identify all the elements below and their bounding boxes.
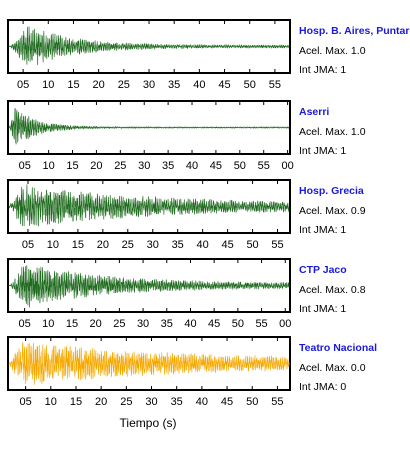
waveform-trace [8,26,290,65]
x-tick-label: 35 [161,318,173,330]
x-tick-label: 30 [147,239,159,251]
x-tick-label: 25 [114,160,126,172]
x-tick-label: 55 [258,160,270,172]
x-tick-label: 15 [70,396,82,408]
waveform-trace [8,265,290,308]
x-tick-label: 40 [197,239,209,251]
x-tick-label: 00 [279,318,291,330]
jma-intensity-label: Int JMA: 1 [299,303,346,315]
x-tick-label: 15 [66,160,78,172]
jma-intensity-label: Int JMA: 0 [299,381,346,393]
x-tick-label: 10 [45,396,57,408]
accel-max-label: Acel. Max. 0.0 [299,362,366,374]
x-tick-label: 25 [118,79,130,91]
x-tick-label: 05 [22,239,34,251]
x-tick-label: 20 [93,79,105,91]
x-tick-label: 25 [122,239,134,251]
accel-max-label: Acel. Max. 0.9 [299,205,366,217]
x-tick-label: 25 [113,318,125,330]
x-tick-label: 35 [171,396,183,408]
accel-max-label: Acel. Max. 0.8 [299,284,366,296]
accel-max-label: Acel. Max. 1.0 [299,45,366,57]
x-tick-label: 20 [95,396,107,408]
waveform-trace [8,342,290,385]
x-tick-label: 40 [196,396,208,408]
x-tick-label: 25 [120,396,132,408]
x-tick-label: 20 [97,239,109,251]
station-name: CTP Jaco [299,264,347,276]
x-tick-label: 45 [221,239,233,251]
x-tick-label: 35 [162,160,174,172]
waveform-trace [8,108,290,145]
x-tick-label: 40 [193,79,205,91]
x-tick-label: 00 [281,160,293,172]
x-tick-label: 10 [42,318,54,330]
x-tick-label: 45 [218,79,230,91]
x-tick-label: 55 [271,396,283,408]
x-tick-label: 10 [42,79,54,91]
x-tick-label: 50 [232,318,244,330]
station-name: Aserri [299,106,329,118]
x-tick-label: 15 [66,318,78,330]
x-tick-label: 20 [90,318,102,330]
x-tick-label: 35 [168,79,180,91]
x-tick-label: 30 [137,318,149,330]
x-tick-label: 05 [17,79,29,91]
x-tick-label: 15 [67,79,79,91]
station-name: Hosp. B. Aires, Puntare [299,25,410,37]
x-tick-label: 50 [246,239,258,251]
x-tick-label: 45 [221,396,233,408]
x-tick-label: 40 [184,318,196,330]
x-tick-label: 45 [208,318,220,330]
station-name: Hosp. Grecia [299,185,364,197]
accel-max-label: Acel. Max. 1.0 [299,126,366,138]
x-tick-label: 55 [271,239,283,251]
jma-intensity-label: Int JMA: 1 [299,145,346,157]
waveform-trace [8,184,290,227]
x-tick-label: 05 [19,160,31,172]
x-tick-label: 55 [269,79,281,91]
jma-intensity-label: Int JMA: 1 [299,224,346,236]
x-tick-label: 30 [138,160,150,172]
x-tick-label: 50 [246,396,258,408]
x-axis-label: Tiempo (s) [120,416,177,430]
x-tick-label: 05 [18,318,30,330]
x-tick-label: 20 [90,160,102,172]
x-tick-label: 35 [172,239,184,251]
x-tick-label: 50 [244,79,256,91]
x-tick-label: 10 [47,239,59,251]
station-name: Teatro Nacional [299,342,377,354]
x-tick-label: 50 [234,160,246,172]
x-tick-label: 55 [255,318,267,330]
x-tick-label: 40 [186,160,198,172]
jma-intensity-label: Int JMA: 1 [299,64,346,76]
x-tick-label: 30 [145,396,157,408]
x-tick-label: 30 [143,79,155,91]
x-tick-label: 05 [20,396,32,408]
x-tick-label: 10 [43,160,55,172]
x-tick-label: 15 [72,239,84,251]
x-tick-label: 45 [210,160,222,172]
